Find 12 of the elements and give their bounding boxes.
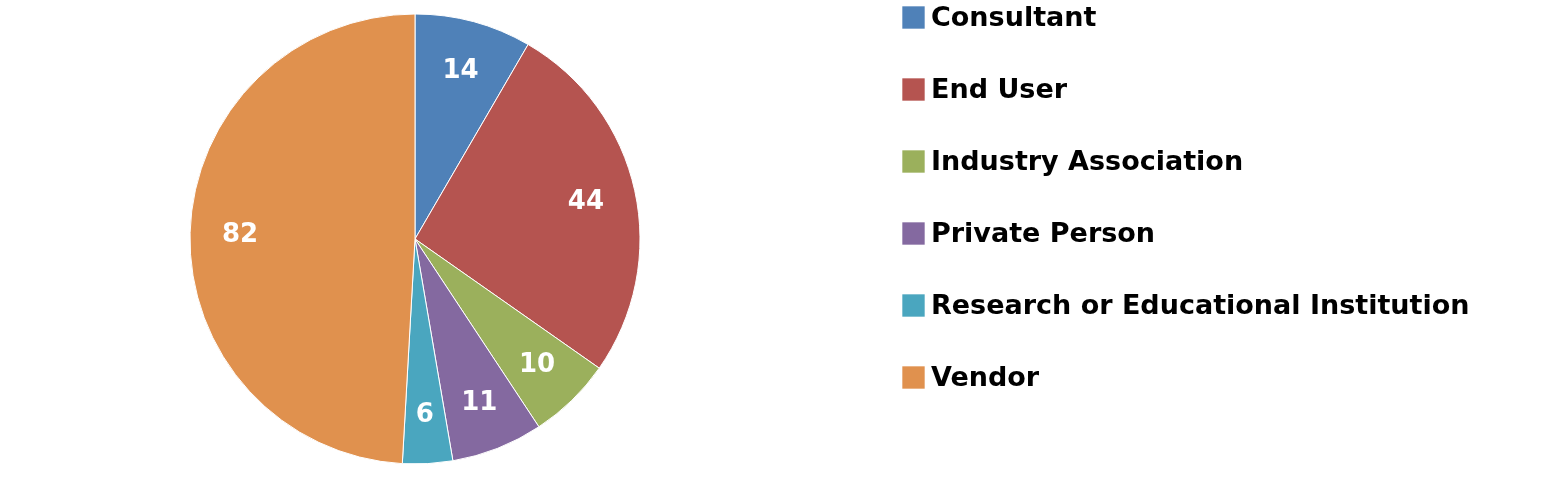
data-label: 11 <box>461 385 498 416</box>
data-label: 14 <box>442 54 479 85</box>
data-label: 82 <box>221 218 259 249</box>
legend-label: End User <box>931 72 1068 104</box>
data-label: 6 <box>415 397 434 428</box>
data-label: 44 <box>567 185 605 216</box>
legend-label: Research or Educational Institution <box>931 288 1470 320</box>
legend-label: Vendor <box>931 360 1040 392</box>
data-label: 10 <box>518 348 556 379</box>
legend-label: Industry Association <box>931 144 1244 176</box>
legend-label: Consultant <box>931 0 1097 32</box>
legend-label: Private Person <box>931 216 1156 248</box>
